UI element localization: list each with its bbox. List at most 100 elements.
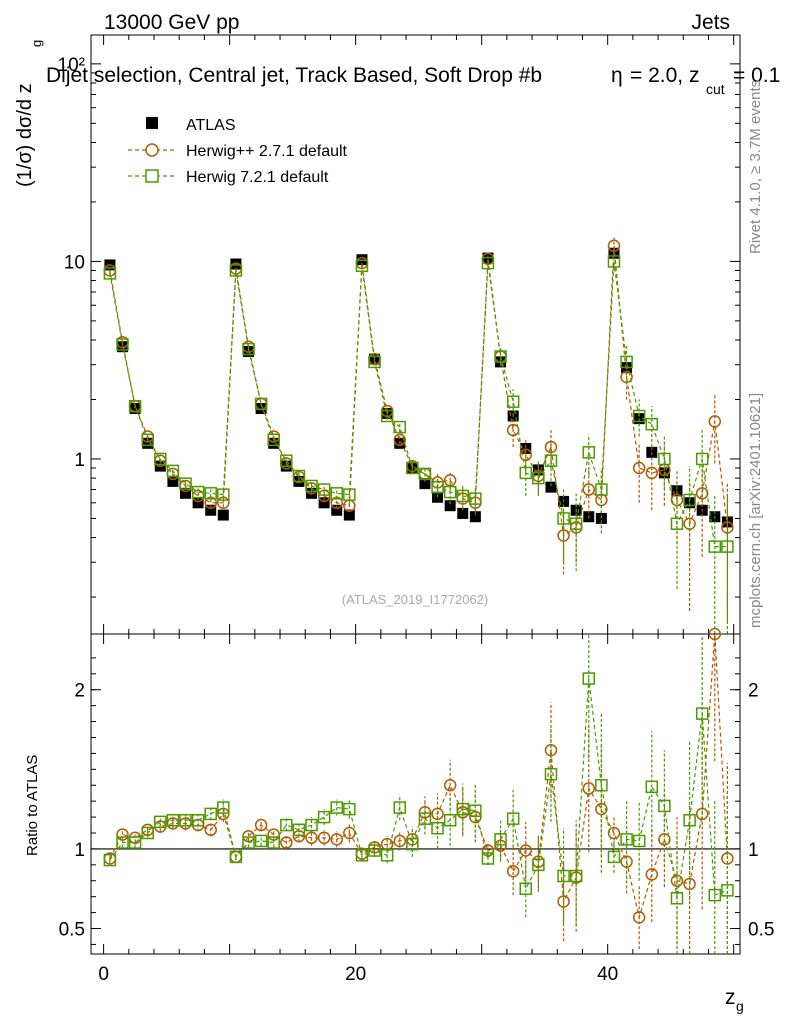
atlas-data-point [671, 485, 683, 497]
herwigpp-ratio-point [317, 831, 331, 845]
herwig7-main-point [431, 480, 444, 494]
herwig7-main-point [229, 264, 243, 277]
herwigpp-ratio-point [305, 831, 318, 845]
analysis-watermark: (ATLAS_2019_I1772062) [342, 592, 488, 607]
ratio-y-tick-label: 2 [74, 681, 85, 702]
herwig7-ratio-point [557, 869, 570, 883]
herwig7-ratio-point [443, 814, 457, 827]
herwigpp-ratio-point [519, 844, 533, 857]
atlas-data-point [419, 478, 431, 490]
herwig7-main-point [393, 420, 406, 434]
herwig7-main-point [506, 395, 520, 408]
herwig7-main-point [582, 446, 596, 459]
atlas-data-point [331, 504, 343, 516]
herwigpp-main-point [393, 433, 406, 447]
herwig7-ratio-point [317, 810, 331, 824]
herwig7-ratio-point [481, 852, 495, 865]
herwig7-ratio-point [267, 836, 280, 849]
herwig7-main-point [544, 454, 558, 467]
herwig7-main-point [154, 452, 167, 466]
legend-herwigpp-label: Herwig++ 2.7.1 default [186, 143, 348, 160]
main-y-tick-label: 10 [64, 252, 85, 273]
x-axis-label: z g [725, 986, 744, 1014]
herwig7-ratio-point [305, 818, 318, 832]
herwig7-main-point [128, 399, 142, 413]
herwig7-ratio-point [406, 837, 419, 851]
process-label: Jets [691, 11, 730, 34]
atlas-data-point [318, 497, 330, 509]
herwigpp-main-line [109, 245, 728, 537]
atlas-data-point [167, 475, 179, 487]
atlas-data-point [268, 437, 280, 449]
herwig7-ratio-point [519, 882, 533, 895]
rivet-version-label: Rivet 4.1.0, ≥ 3.7M events [747, 80, 764, 254]
ratio-panel: 0 20 40 0.5 0.5 1 1 2 2 [59, 627, 774, 985]
herwig7-main-point [343, 488, 356, 501]
herwig7-main-point [721, 540, 734, 553]
herwigpp-main-point [544, 440, 558, 454]
herwig7-ratio-point [494, 833, 507, 846]
x-axis-title: z [725, 986, 736, 1009]
atlas-data-point [192, 497, 204, 509]
herwig7-main-point [254, 397, 268, 411]
herwig7-main-point [380, 409, 394, 423]
herwig7-ratio-point [620, 833, 633, 846]
herwig7-ratio-point [431, 821, 444, 835]
atlas-data-point [180, 487, 192, 499]
herwig7-ratio-point [456, 802, 470, 816]
herwig7-ratio-point [191, 814, 205, 827]
herwig7-main-point [179, 477, 192, 490]
herwig7-ratio-point [393, 801, 406, 814]
legend-atlas-label: ATLAS [186, 117, 236, 134]
atlas-data-point [255, 403, 267, 415]
herwig7-ratio-point [569, 869, 583, 883]
herwigpp-ratio-point [254, 818, 268, 832]
herwig7-ratio-point [670, 892, 684, 905]
herwig7-ratio-point [204, 807, 217, 821]
herwig7-main-point [217, 488, 230, 501]
ratio-y-tick-label: 0.5 [59, 920, 85, 941]
herwig7-ratio-point [708, 888, 722, 902]
herwigpp-main-point [670, 493, 684, 507]
herwig7-ratio-point [607, 850, 621, 864]
herwigpp-ratio-point [280, 836, 293, 849]
herwig7-main-point [368, 355, 381, 369]
herwig7-main-point [116, 338, 129, 351]
legend-atlas-marker [146, 117, 158, 129]
herwig7-main-line [109, 261, 728, 548]
x-tick-label: 0 [98, 964, 109, 985]
herwig7-ratio-point [254, 834, 268, 848]
ratio-y-tick-label-right: 2 [748, 681, 759, 702]
herwigpp-ratio-point [393, 834, 406, 848]
herwig7-main-point [620, 355, 633, 369]
herwig7-main-point [494, 350, 507, 363]
herwig7-ratio-point [582, 672, 596, 685]
herwig7-main-point [443, 485, 457, 499]
herwig7-main-point [632, 409, 646, 423]
ratio-y-tick-label-right: 0.5 [748, 920, 774, 941]
herwigpp-main-point [645, 466, 659, 480]
herwig7-ratio-point [330, 801, 343, 814]
herwigpp-main-point [443, 474, 457, 487]
herwig7-main-point [607, 255, 621, 268]
atlas-data-point [684, 497, 696, 509]
herwigpp-ratio-line [109, 633, 728, 920]
herwig7-main-point [532, 471, 545, 485]
herwig7-main-point [204, 487, 217, 500]
herwig7-ratio-point [179, 814, 192, 827]
herwig7-ratio-point [166, 814, 180, 827]
herwigpp-ratio-point [330, 833, 343, 846]
herwig7-main-point [317, 483, 331, 496]
plot-title: Dijet selection, Central jet, Track Base… [46, 64, 780, 97]
herwig7-main-point [141, 433, 154, 447]
plot-title-end: = 0.1 [733, 64, 780, 87]
herwig7-main-point [267, 433, 280, 447]
herwig7-main-point [645, 417, 659, 431]
atlas-data-point [117, 341, 129, 353]
main-y-tick-label: 1 [74, 450, 85, 471]
herwig7-main-point [355, 259, 369, 273]
herwig7-ratio-point [532, 858, 545, 872]
herwig7-ratio-point [683, 814, 696, 827]
legend: ATLAS Herwig++ 2.7.1 default Herwig 7.2.… [128, 117, 348, 186]
